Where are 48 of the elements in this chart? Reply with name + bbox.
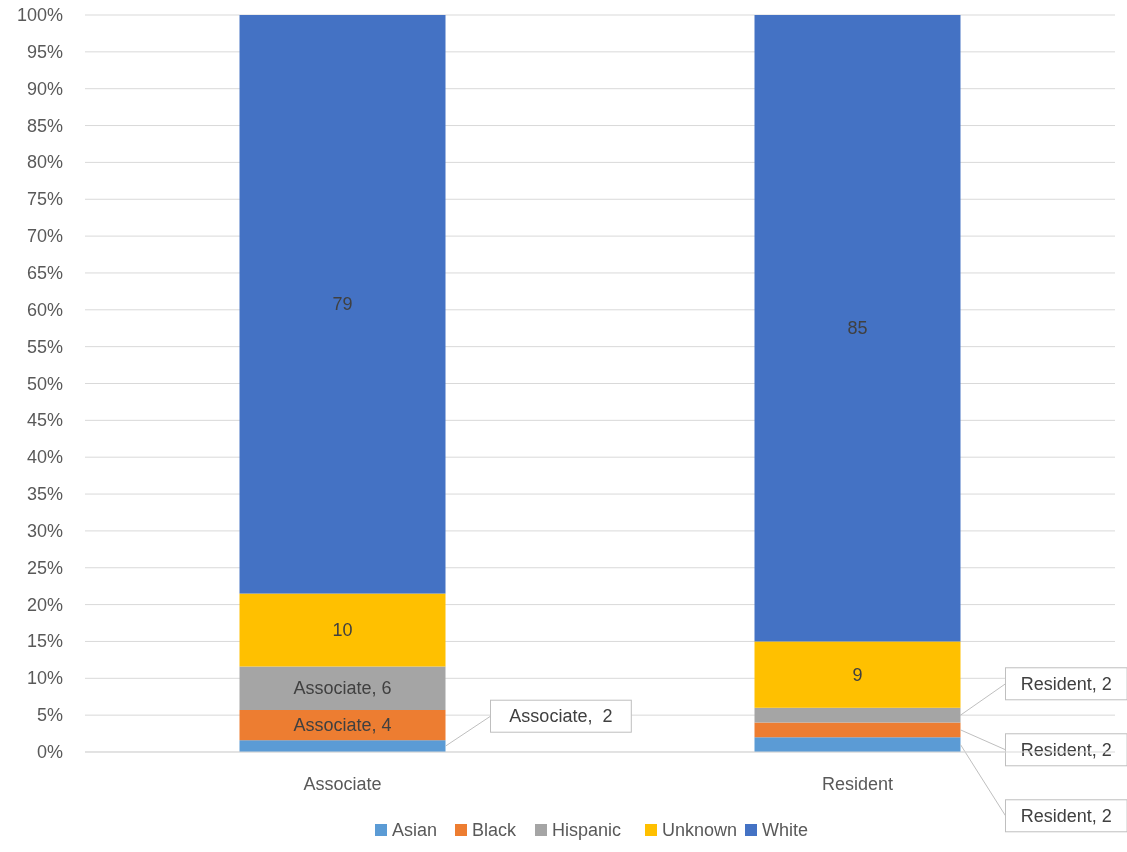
y-tick-label: 95% [26, 41, 63, 62]
y-tick-label: 25% [26, 557, 63, 578]
data-label: Associate, 6 [293, 678, 392, 699]
data-label: Associate, 4 [293, 715, 392, 736]
y-tick-label: 0% [36, 742, 63, 762]
y-tick-label: 90% [26, 78, 63, 99]
y-tick-label: 55% [26, 336, 63, 357]
x-tick-label: Associate [303, 774, 382, 794]
bar [239, 709, 446, 741]
y-tick-label: 15% [26, 631, 63, 652]
y-tick-label: 45% [26, 410, 63, 431]
bar [239, 666, 446, 710]
legend-label: Hispanic [552, 820, 622, 840]
data-label: Resident, 2 [1020, 739, 1112, 760]
data-label: 9 [852, 664, 863, 685]
data-label: 79 [332, 294, 353, 315]
bar [754, 737, 961, 752]
y-tick-label: 80% [26, 152, 63, 173]
data-label: 85 [847, 318, 868, 339]
legend-label: Unknown [662, 820, 738, 840]
y-tick-label: 35% [26, 484, 63, 505]
bar [754, 15, 961, 642]
legend-label: White [762, 820, 809, 840]
y-tick-label: 70% [26, 226, 63, 247]
legend-label: Black [472, 820, 518, 840]
legend-label: Asian [392, 820, 438, 840]
y-tick-label: 5% [36, 705, 63, 726]
x-tick-label: Resident [821, 774, 894, 794]
bar [239, 593, 446, 667]
data-label: 10 [332, 620, 353, 641]
y-tick-label: 50% [26, 373, 63, 394]
bar [754, 722, 961, 738]
data-label: Associate, 2 [509, 706, 613, 727]
y-tick-label: 10% [26, 668, 63, 689]
bar [239, 740, 446, 752]
data-label: Resident, 2 [1020, 673, 1112, 694]
y-tick-label: 65% [26, 262, 63, 283]
bar [239, 15, 446, 594]
data-label: Resident, 2 [1020, 805, 1112, 826]
y-tick-label: 100% [16, 5, 63, 25]
y-tick-label: 85% [26, 115, 63, 136]
bar [754, 707, 961, 723]
bar [754, 641, 961, 708]
y-tick-label: 20% [26, 594, 63, 615]
y-tick-label: 60% [26, 299, 63, 320]
y-tick-label: 75% [26, 189, 63, 210]
y-tick-label: 40% [26, 447, 63, 468]
y-tick-label: 30% [26, 520, 63, 541]
